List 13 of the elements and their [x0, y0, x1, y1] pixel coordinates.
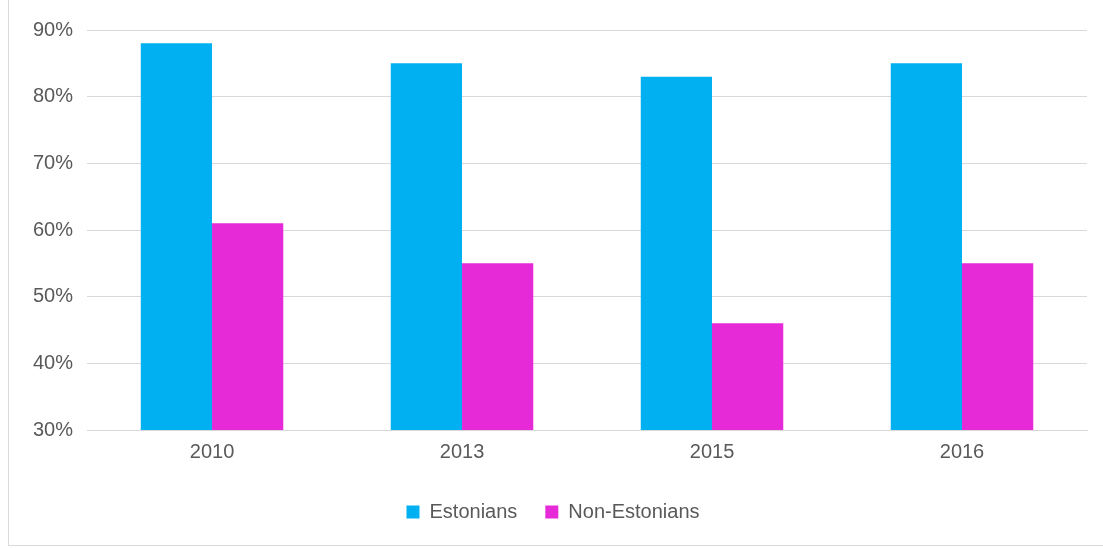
x-tick-label: 2013: [439, 439, 485, 462]
y-tick-label: 90%: [33, 17, 74, 40]
y-tick-label: 70%: [33, 150, 74, 173]
x-tick-label: 2010: [189, 439, 235, 462]
y-tick-label: 60%: [33, 217, 74, 240]
y-tick-label: 30%: [33, 417, 74, 440]
y-tick-label: 80%: [33, 84, 74, 107]
y-tick-label: 50%: [33, 284, 74, 307]
legend-label: Non-Estonians: [568, 499, 700, 522]
x-tick-label: 2016: [939, 439, 985, 462]
legend-label: Estonians: [429, 499, 518, 522]
y-tick-label: 40%: [33, 350, 74, 373]
x-tick-label: 2015: [689, 439, 735, 462]
